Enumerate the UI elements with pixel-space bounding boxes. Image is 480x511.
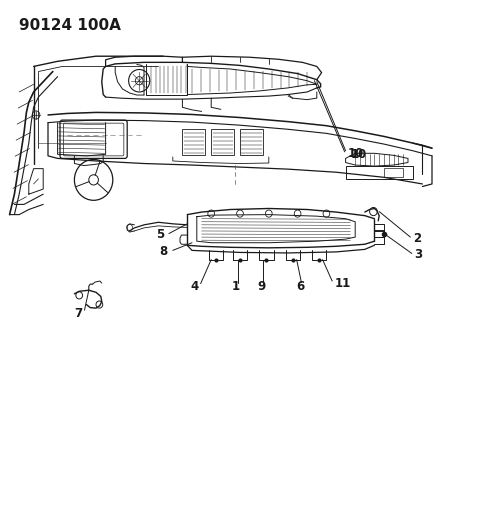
Text: 9: 9 [257,280,266,293]
Text: 90124 100A: 90124 100A [19,18,121,33]
Text: 3: 3 [414,248,422,262]
Text: 11: 11 [335,276,351,290]
Bar [384,168,403,177]
Bar [346,166,413,179]
Text: 1: 1 [232,280,240,293]
Text: 10: 10 [350,148,367,161]
Text: 6: 6 [296,280,304,293]
Bar [211,129,234,155]
Text: 2: 2 [413,232,421,245]
Text: 7: 7 [74,307,83,320]
Text: 5: 5 [156,228,164,241]
Text: 8: 8 [160,245,168,258]
Text: 10: 10 [348,147,364,160]
Bar [240,129,263,155]
Bar [182,129,205,155]
Text: 4: 4 [190,280,198,293]
